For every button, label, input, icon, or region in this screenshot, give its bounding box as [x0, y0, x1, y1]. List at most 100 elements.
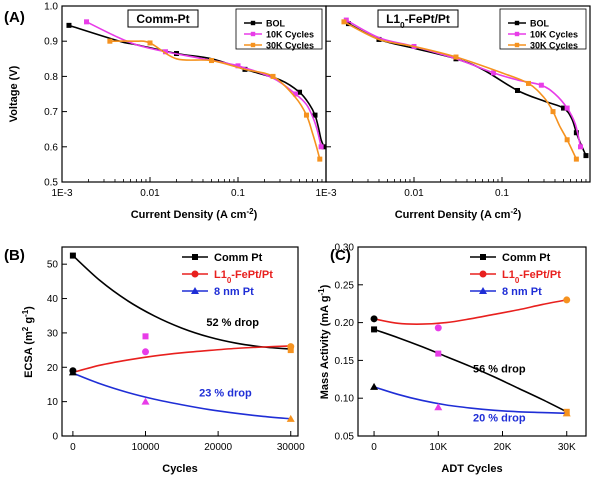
legend-marker	[514, 42, 520, 48]
annotation-text: 20 % drop	[473, 413, 526, 425]
data-point	[147, 40, 153, 46]
panel-c-tag: (C)	[330, 247, 351, 264]
panel-b-ylabel: ECSA (m2 g-1)	[21, 306, 36, 378]
y-tick-label: 0.8	[44, 72, 58, 83]
panel-a2-title-main: L1	[386, 12, 400, 26]
panel-b-ecsa: (B) 0 10000 20000 30000 0 10 20 30 40 50 Comm Pt L…	[4, 246, 305, 475]
x-tick-label: 1E-3	[51, 188, 73, 199]
data-point	[69, 252, 76, 259]
data-point	[561, 105, 567, 111]
data-point	[453, 54, 459, 60]
legend-marker	[250, 31, 256, 37]
data-point	[292, 91, 298, 97]
x-tick-label: 30K	[558, 442, 576, 453]
y-tick-label: 0.10	[335, 394, 355, 405]
data-point	[317, 156, 323, 162]
data-point	[68, 368, 77, 376]
data-point	[297, 89, 303, 95]
panel-c-mass-activity: (C) 0 10K 20K 30K 0.05 0.10 0.15 0.20 0.25 0.30 C…	[317, 243, 587, 475]
panel-a1-xlabel-sup: -2	[246, 207, 254, 216]
panel-a1-legend-box	[235, 8, 323, 50]
panel-b-annotations: 52 % drop 23 % drop	[199, 317, 259, 399]
panel-c-annotations: 56 % drop 20 % drop	[473, 363, 526, 424]
y-tick-label: 0.25	[335, 280, 355, 291]
x-tick-label: 20000	[204, 442, 232, 453]
panel-a1-title: Comm-Pt	[136, 12, 189, 26]
panel-a2-ticks: 0.01 0.1	[326, 5, 587, 199]
y-tick-label: 30	[47, 328, 59, 339]
panel-c-xlabel: ADT Cycles	[441, 463, 502, 475]
data-point	[564, 137, 570, 143]
legend-marker	[479, 270, 487, 278]
y-tick-label: 0.15	[335, 356, 355, 367]
y-tick-label: 0.20	[335, 318, 355, 329]
data-point	[303, 112, 309, 118]
panel-b-ylabel-main: ECSA (m	[23, 331, 35, 378]
x-tick-label: 0.1	[495, 188, 509, 199]
data-point	[490, 70, 496, 76]
data-point	[562, 409, 571, 417]
data-point	[435, 350, 442, 357]
panel-a2-title-sub: 0	[400, 21, 405, 30]
panel-b-legend: Comm Pt L10-FePt/Pt8 nm Pt	[182, 252, 273, 298]
legend-marker	[250, 20, 256, 26]
data-point	[286, 414, 295, 422]
data-point	[514, 87, 520, 93]
panel-b-xlabel: Cycles	[162, 463, 197, 475]
legend-marker	[479, 287, 487, 294]
data-point	[573, 130, 579, 136]
data-point	[538, 82, 544, 88]
legend-label: 8 nm Pt	[214, 286, 254, 298]
panel-a1-title-box	[127, 9, 199, 28]
data-point	[370, 382, 379, 390]
trend-line	[373, 386, 567, 415]
panel-b-curves	[68, 252, 295, 422]
panel-c-ylabel-close: )	[319, 284, 331, 288]
panel-c-legend: Comm Pt L10-FePt/Pt8 nm Pt	[470, 252, 561, 298]
data-point	[370, 315, 378, 323]
legend-marker	[191, 270, 199, 278]
data-point	[209, 58, 215, 64]
series-line	[109, 40, 321, 160]
legend-marker	[191, 287, 199, 294]
panel-a2-xlabel-close: )	[518, 209, 522, 221]
data-point	[142, 333, 149, 340]
y-tick-label: 0	[52, 432, 58, 443]
legend-marker	[514, 20, 520, 26]
data-point	[434, 324, 442, 332]
trend-line	[373, 328, 568, 413]
y-tick-label: 40	[47, 294, 59, 305]
y-tick-label: 20	[47, 363, 59, 374]
data-point	[162, 49, 168, 55]
panel-b-frame	[61, 246, 299, 437]
legend-label: 30K Cycles	[266, 41, 314, 51]
data-point	[321, 144, 327, 150]
legend-label: BOL	[266, 19, 286, 29]
panel-c-curves	[370, 296, 571, 417]
legend-label: BOL	[530, 19, 550, 29]
annotation-text: 56 % drop	[473, 363, 526, 375]
x-tick-label: 0.01	[404, 188, 424, 199]
legend-label: 10K Cycles	[530, 30, 578, 40]
data-point	[270, 73, 276, 79]
y-tick-label: 50	[47, 260, 59, 271]
trend-line	[72, 255, 291, 350]
panel-a1-xlabel-main: Current Density (A cm	[131, 209, 247, 221]
panel-a-tag: (A)	[4, 9, 25, 26]
y-tick-label: 0.6	[44, 142, 58, 153]
panel-a2-xlabel-main: Current Density (A cm	[395, 209, 511, 221]
legend-label: Comm Pt	[214, 252, 263, 264]
legend-label: 8 nm Pt	[502, 286, 542, 298]
legend-label: L10-FePt/Pt	[214, 269, 273, 285]
data-point	[371, 326, 378, 333]
data-point	[235, 63, 241, 69]
panel-c-ylabel: Mass Activity (mA g-1)	[317, 284, 332, 399]
panel-b-tag: (B)	[4, 247, 25, 264]
panel-a1-ticks: 1E-3 0.01 0.1 1E-30.50.60.70.80.91.0	[44, 2, 337, 200]
data-point	[564, 105, 570, 111]
panel-a-comm-pt: (A) 1E-3 0.01 0.1 1E-30.50.60.70.80.91.0 Co…	[4, 2, 337, 222]
legend-label: 30K Cycles	[530, 41, 578, 51]
